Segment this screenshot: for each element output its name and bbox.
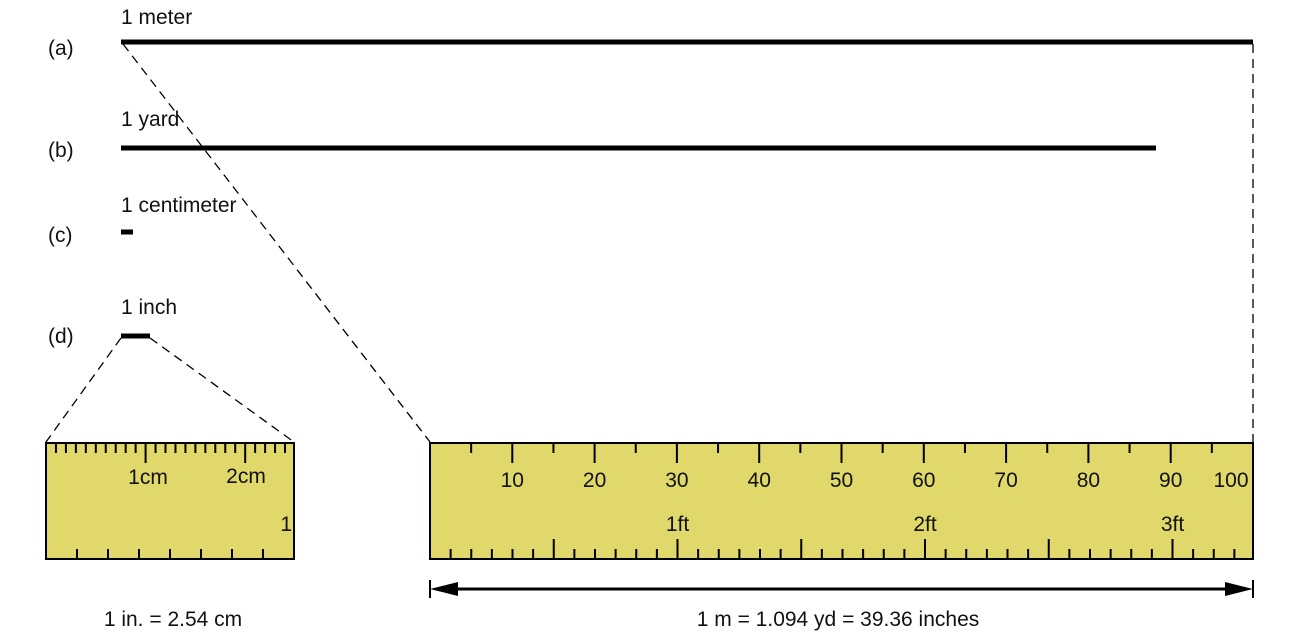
cm-label: 60 xyxy=(912,469,935,492)
cm-label: 100 xyxy=(1213,469,1248,492)
arrowhead-left-icon xyxy=(430,582,458,596)
row-label-yard: 1 yard xyxy=(121,108,179,131)
row-letter-b: (b) xyxy=(48,139,74,162)
meter-caption: 1 m = 1.094 yd = 39.36 inches xyxy=(697,608,980,631)
meter-ruler: 10 20 30 40 50 60 70 80 90 100 1ft 2ft 3ft xyxy=(429,442,1254,560)
row-letter-d: (d) xyxy=(48,325,74,348)
cm-label: 30 xyxy=(665,469,688,492)
zoom-guides xyxy=(45,43,1254,443)
inch-ruler: 1cm 2cm 1 xyxy=(45,442,295,560)
cm-label: 50 xyxy=(830,469,853,492)
meter-dimension-arrow xyxy=(429,580,1254,598)
zoom-guide-inch-left xyxy=(45,337,122,443)
inch-ruler-body xyxy=(45,442,295,560)
ft-label: 2ft xyxy=(913,513,937,536)
arrowhead-right-icon xyxy=(1225,582,1253,596)
cm-label: 10 xyxy=(501,469,524,492)
zoom-guide-inch-right xyxy=(149,337,295,443)
cm-label: 90 xyxy=(1159,469,1182,492)
inch-caption: 1 in. = 2.54 cm xyxy=(104,608,242,631)
row-label-inch: 1 inch xyxy=(121,296,177,319)
cm-label: 40 xyxy=(748,469,771,492)
row-label-centimeter: 1 centimeter xyxy=(121,194,237,217)
label-2cm: 2cm xyxy=(226,465,266,488)
row-letter-a: (a) xyxy=(48,37,74,60)
row-letter-c: (c) xyxy=(48,224,73,247)
cm-label: 70 xyxy=(994,469,1017,492)
ft-label: 1ft xyxy=(666,513,690,536)
cm-label: 80 xyxy=(1077,469,1100,492)
label-1-inch: 1 xyxy=(280,513,292,536)
label-1cm: 1cm xyxy=(128,466,168,489)
zoom-guide-meter-left xyxy=(122,43,431,443)
cm-label: 20 xyxy=(583,469,606,492)
ft-label: 3ft xyxy=(1161,513,1185,536)
row-label-meter: 1 meter xyxy=(121,6,192,29)
